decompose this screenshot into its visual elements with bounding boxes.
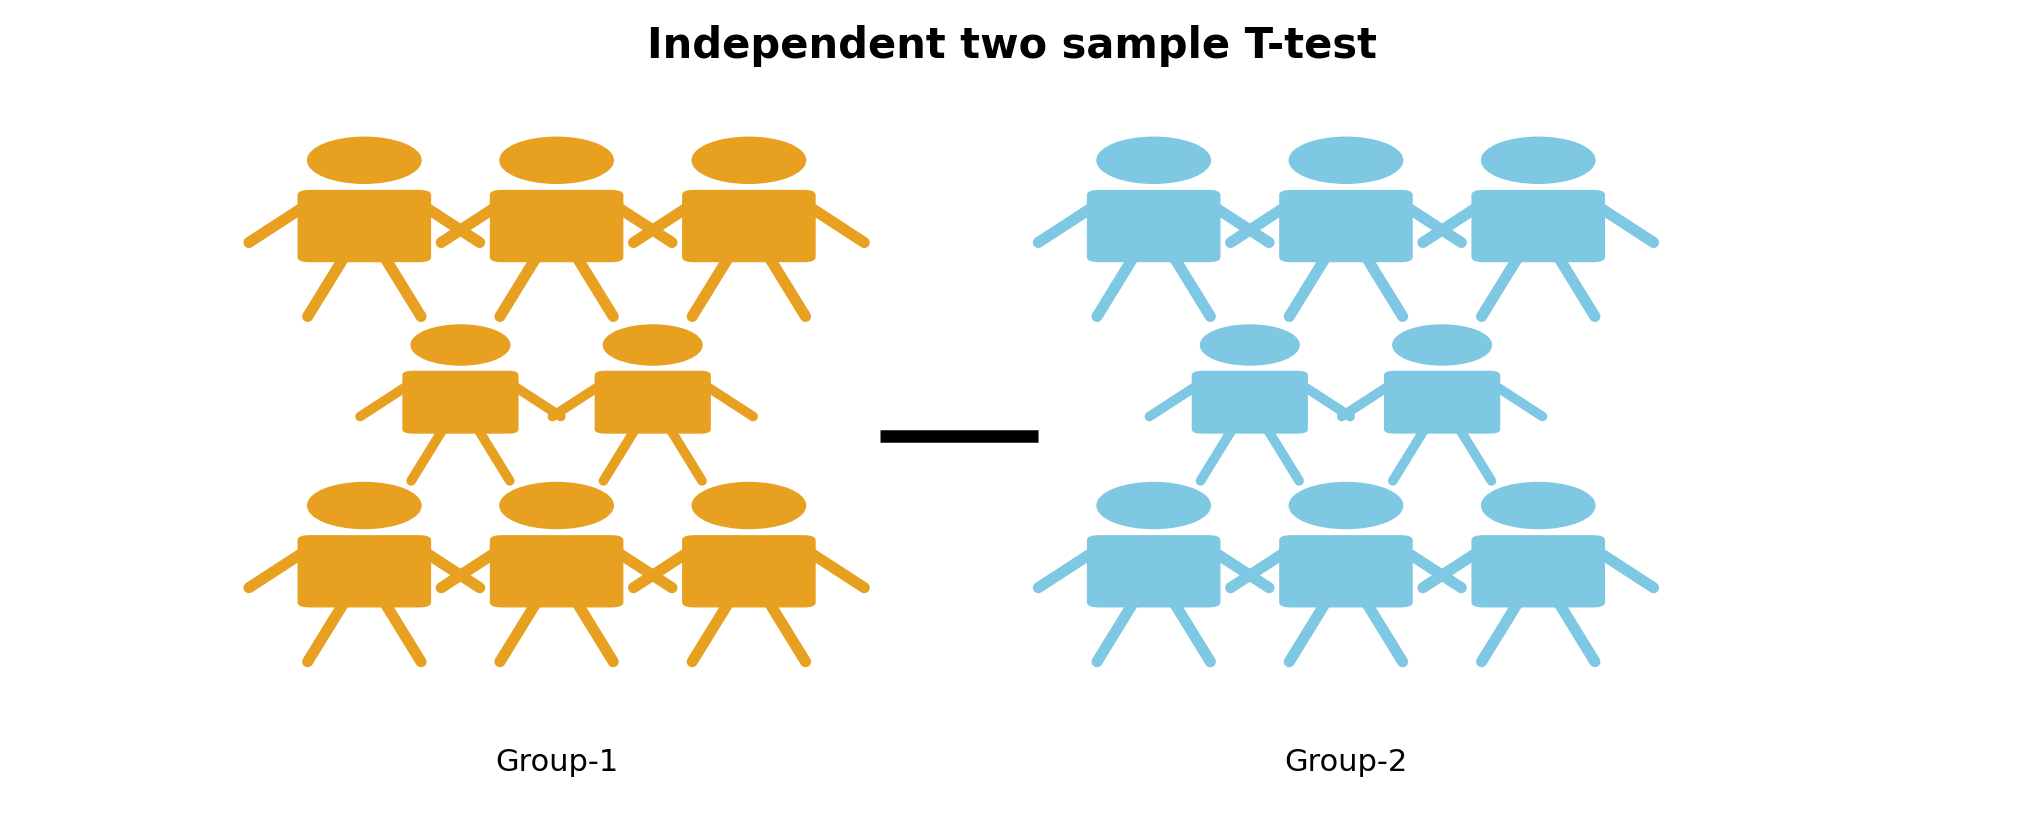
Circle shape [500,483,613,529]
Circle shape [692,483,805,529]
Text: Group-1: Group-1 [496,748,617,777]
Circle shape [1392,325,1491,365]
Text: Group-2: Group-2 [1285,748,1406,777]
FancyBboxPatch shape [490,535,623,607]
FancyBboxPatch shape [1471,190,1604,262]
FancyBboxPatch shape [1471,535,1604,607]
Circle shape [1481,137,1594,183]
Circle shape [411,325,510,365]
FancyBboxPatch shape [403,371,518,434]
FancyBboxPatch shape [1279,535,1412,607]
FancyBboxPatch shape [490,190,623,262]
FancyBboxPatch shape [297,535,431,607]
Circle shape [1289,137,1402,183]
Circle shape [307,137,421,183]
Circle shape [603,325,702,365]
FancyBboxPatch shape [682,535,815,607]
FancyBboxPatch shape [1192,371,1307,434]
FancyBboxPatch shape [297,190,431,262]
FancyBboxPatch shape [1086,535,1220,607]
Text: Independent two sample T-test: Independent two sample T-test [647,25,1376,67]
FancyBboxPatch shape [1279,190,1412,262]
Circle shape [1096,483,1210,529]
Circle shape [1200,325,1299,365]
Circle shape [500,137,613,183]
FancyBboxPatch shape [1384,371,1499,434]
Circle shape [692,137,805,183]
Circle shape [1096,137,1210,183]
Circle shape [307,483,421,529]
FancyBboxPatch shape [682,190,815,262]
FancyBboxPatch shape [595,371,710,434]
FancyBboxPatch shape [1086,190,1220,262]
Circle shape [1289,483,1402,529]
Circle shape [1481,483,1594,529]
